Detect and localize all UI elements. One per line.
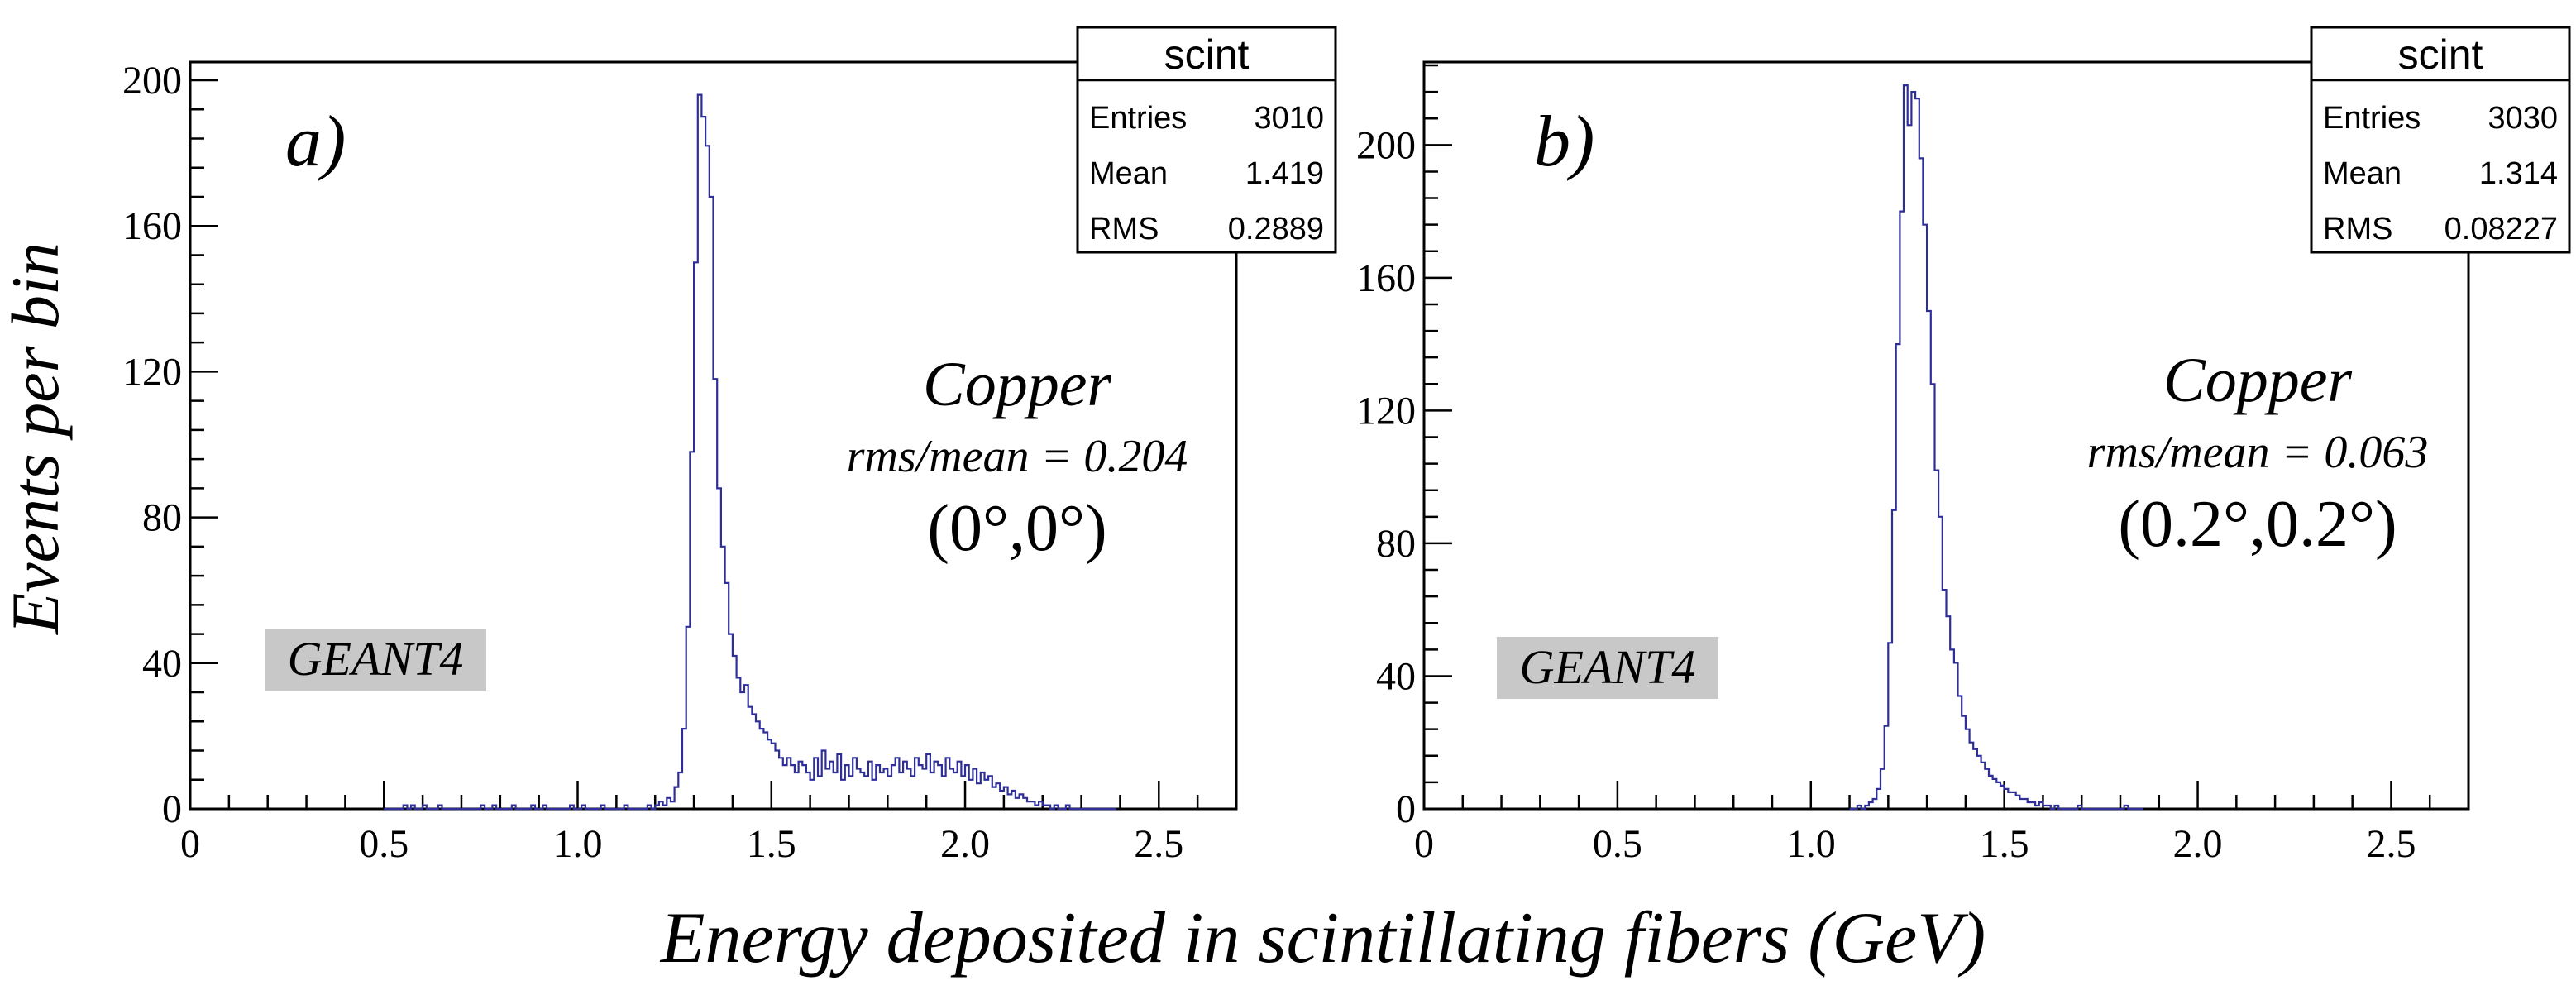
stats-title: scint (2398, 31, 2483, 78)
generator-badge (265, 629, 486, 691)
panel-b: 0 0.5 1.0 1.5 2.0 2.5 0 40 80 120 160 200 b) Copper rm… (1356, 26, 2571, 866)
stats-row-label: Mean (2323, 156, 2402, 191)
x-tick-label: 1.5 (747, 822, 796, 866)
stats-row-value: 0.08227 (2445, 212, 2558, 246)
x-tick-label: 0 (1414, 822, 1434, 866)
y-tick-label: 160 (1356, 256, 1416, 300)
ratio-label: rms/mean = 0.063 (2087, 427, 2429, 478)
stats-row-value: 0.2889 (1228, 212, 1324, 246)
y-tick-label: 120 (122, 350, 182, 394)
stats-row-label: RMS (1089, 212, 1159, 246)
x-tick-label: 2.0 (2173, 822, 2223, 866)
stats-box (1076, 26, 1337, 254)
x-tick-label: 2.5 (2366, 822, 2416, 866)
y-tick-label: 0 (1396, 787, 1416, 831)
generator-label: GEANT4 (1520, 640, 1696, 694)
stats-box (2310, 26, 2571, 254)
x-tick-label: 2.0 (940, 822, 990, 866)
y-tick-label: 200 (122, 59, 182, 103)
stats-title: scint (1164, 31, 1250, 78)
x-tick-label: 0 (180, 822, 200, 866)
x-tick-label: 1.0 (1786, 822, 1836, 866)
material-label: Copper (2163, 346, 2352, 415)
stats-row-label: Mean (1089, 156, 1168, 191)
x-tick-label: 0.5 (359, 822, 409, 866)
generator-badge (1497, 637, 1718, 699)
angle-label: (0°,0°) (927, 492, 1106, 565)
y-tick-label: 80 (1376, 522, 1416, 566)
material-label: Copper (923, 350, 1111, 419)
y-tick-label: 40 (142, 642, 182, 686)
y-tick-label: 40 (1376, 654, 1416, 698)
y-tick-label: 0 (162, 787, 182, 831)
y-axis-title: Events per bin (0, 242, 73, 635)
x-tick-label: 1.5 (1980, 822, 2029, 866)
x-tick-label: 0.5 (1593, 822, 1642, 866)
histogram-series (384, 93, 1116, 811)
generator-label: GEANT4 (288, 632, 464, 686)
stats-row-label: Entries (2323, 101, 2421, 136)
y-tick-label: 120 (1356, 389, 1416, 433)
panel-label: b) (1534, 102, 1594, 182)
stats-row-value: 1.314 (2479, 156, 2558, 191)
stats-row-label: Entries (1089, 101, 1187, 136)
stats-row-value: 3030 (2488, 101, 2558, 136)
stats-row-label: RMS (2323, 212, 2392, 246)
plot-frame (1422, 60, 2470, 811)
stats-row-value: 3010 (1254, 101, 1324, 136)
y-tick-label: 200 (1356, 123, 1416, 167)
x-axis-title: Energy deposited in scintillating fibers… (659, 898, 1986, 978)
stats-row-value: 1.419 (1245, 156, 1324, 191)
y-tick-label: 80 (142, 496, 182, 540)
plot-frame (189, 60, 1238, 811)
panel-a: 0 0.5 1.0 1.5 2.0 2.5 0 40 80 120 160 200 a) Copper rm… (122, 26, 1337, 866)
y-tick-label: 160 (122, 204, 182, 248)
ratio-label: rms/mean = 0.204 (847, 431, 1188, 482)
x-tick-label: 1.0 (553, 822, 603, 866)
x-tick-label: 2.5 (1134, 822, 1183, 866)
panel-label: a) (285, 102, 346, 182)
histogram-series (1849, 84, 2144, 811)
angle-label: (0.2°,0.2°) (2118, 488, 2397, 561)
